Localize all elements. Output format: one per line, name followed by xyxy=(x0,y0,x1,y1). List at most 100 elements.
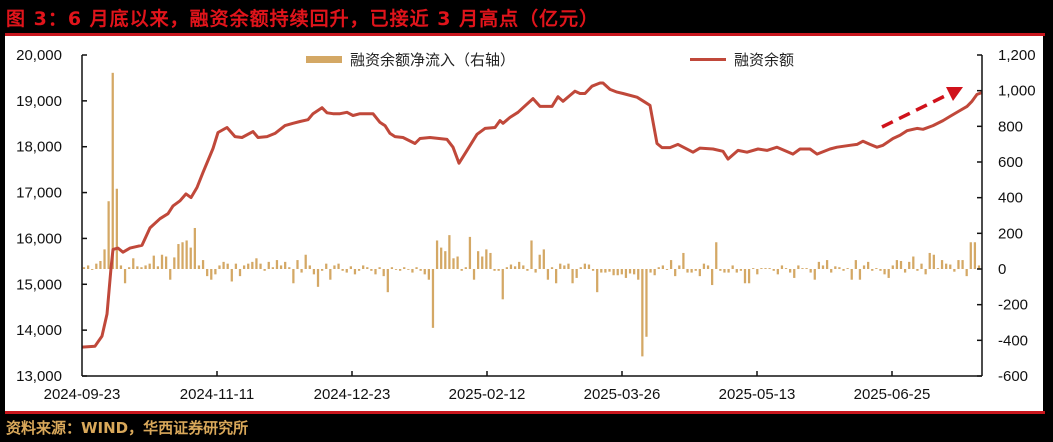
inflow-bar xyxy=(378,267,381,269)
inflow-bar xyxy=(780,265,784,269)
inflow-bar xyxy=(329,269,332,280)
inflow-bar xyxy=(423,269,426,275)
inflow-bar xyxy=(119,265,123,269)
inflow-bar xyxy=(435,240,439,269)
inflow-bar xyxy=(477,251,480,269)
inflow-bar xyxy=(940,260,944,269)
inflow-bar xyxy=(542,249,545,269)
inflow-bar xyxy=(546,269,550,280)
inflow-bar xyxy=(883,269,886,275)
inflow-bar xyxy=(665,269,669,270)
inflow-bar xyxy=(312,269,316,275)
inflow-bar xyxy=(563,265,566,269)
inflow-bar xyxy=(653,269,656,276)
chart-title: 图 3：6 月底以来，融资余额持续回升，已接近 3 月高点（亿元） xyxy=(6,8,600,30)
inflow-bar xyxy=(440,247,443,269)
inflow-bar xyxy=(973,242,977,269)
inflow-bar xyxy=(148,263,151,269)
inflow-bar xyxy=(448,235,451,269)
inflow-bar xyxy=(403,267,406,269)
inflow-bar xyxy=(801,268,804,269)
inflow-bar xyxy=(862,265,866,269)
inflow-bar xyxy=(949,264,952,269)
inflow-bar xyxy=(530,240,533,269)
inflow-bar xyxy=(513,266,517,269)
inflow-bar xyxy=(932,254,935,269)
inflow-bar xyxy=(407,269,410,270)
inflow-bar xyxy=(711,269,714,286)
inflow-bar xyxy=(628,269,632,274)
right-tick-label: 0 xyxy=(998,261,1006,278)
inflow-bar xyxy=(189,247,192,269)
net-inflow-bars xyxy=(82,72,981,357)
inflow-bar xyxy=(538,254,541,269)
inflow-bar xyxy=(526,269,529,271)
right-tick-label: 1,200 xyxy=(998,47,1036,64)
inflow-bar xyxy=(645,269,648,337)
inflow-bar xyxy=(743,269,747,284)
inflow-bar xyxy=(842,269,845,271)
inflow-bar xyxy=(817,261,821,269)
left-tick-label: 13,000 xyxy=(16,368,62,385)
right-tick-label: 200 xyxy=(998,225,1023,242)
inflow-bar xyxy=(115,188,118,269)
inflow-bar xyxy=(128,267,131,269)
inflow-bar xyxy=(591,269,595,271)
inflow-bar xyxy=(571,269,574,284)
inflow-bar xyxy=(214,269,217,275)
inflow-bar xyxy=(702,263,706,269)
inflow-bar xyxy=(111,72,114,269)
inflow-bar xyxy=(374,269,377,275)
inflow-bar xyxy=(308,265,311,269)
inflow-bar xyxy=(784,268,788,269)
x-tick-label: 2024-12-23 xyxy=(314,386,391,403)
inflow-bar xyxy=(928,252,931,269)
inflow-bar xyxy=(481,256,484,269)
x-axis-ticks: 2024-09-23 2024-11-11 2024-12-23 2025-02-12… xyxy=(44,371,930,403)
inflow-bar xyxy=(821,265,825,269)
inflow-bar xyxy=(362,265,365,269)
inflow-bar xyxy=(300,269,303,273)
inflow-bar xyxy=(337,263,340,269)
inflow-bar xyxy=(793,269,796,278)
inflow-bar xyxy=(247,263,250,269)
inflow-bar xyxy=(353,269,357,275)
left-tick-label: 20,000 xyxy=(16,47,62,64)
left-tick-label: 17,000 xyxy=(16,185,62,202)
inflow-bar xyxy=(522,265,525,269)
inflow-bar xyxy=(887,269,890,278)
inflow-bar xyxy=(341,269,344,271)
inflow-bar xyxy=(739,269,743,271)
inflow-bar xyxy=(226,263,229,269)
inflow-bar xyxy=(825,260,829,269)
inflow-bar xyxy=(366,267,369,269)
right-tick-label: -400 xyxy=(998,332,1028,349)
x-tick-label: 2024-11-11 xyxy=(180,386,255,403)
inflow-bar xyxy=(768,268,771,269)
inflow-bar xyxy=(879,269,882,271)
inflow-bar xyxy=(834,266,837,269)
inflow-bar xyxy=(875,268,878,269)
inflow-bar xyxy=(534,269,537,273)
inflow-bar xyxy=(731,265,734,269)
inflow-bar xyxy=(518,261,521,269)
inflow-bar xyxy=(953,269,956,272)
inflow-bar xyxy=(82,267,86,269)
legend-bar-swatch xyxy=(306,56,342,63)
inflow-bar xyxy=(715,242,718,269)
inflow-bar xyxy=(805,268,808,269)
right-tick-label: 600 xyxy=(998,154,1023,171)
inflow-bar xyxy=(230,269,233,282)
inflow-bar xyxy=(394,269,398,270)
inflow-bar xyxy=(345,269,348,273)
inflow-bar xyxy=(234,263,238,269)
inflow-bar xyxy=(91,269,94,270)
legend-margin-balance: 融资余额 xyxy=(690,49,794,70)
inflow-bar xyxy=(181,242,184,269)
inflow-bar xyxy=(686,269,689,273)
inflow-bar xyxy=(719,269,722,271)
right-tick-label: -200 xyxy=(998,297,1028,314)
inflow-bar xyxy=(275,260,279,269)
inflow-bar xyxy=(271,267,274,269)
inflow-bar xyxy=(575,269,578,278)
